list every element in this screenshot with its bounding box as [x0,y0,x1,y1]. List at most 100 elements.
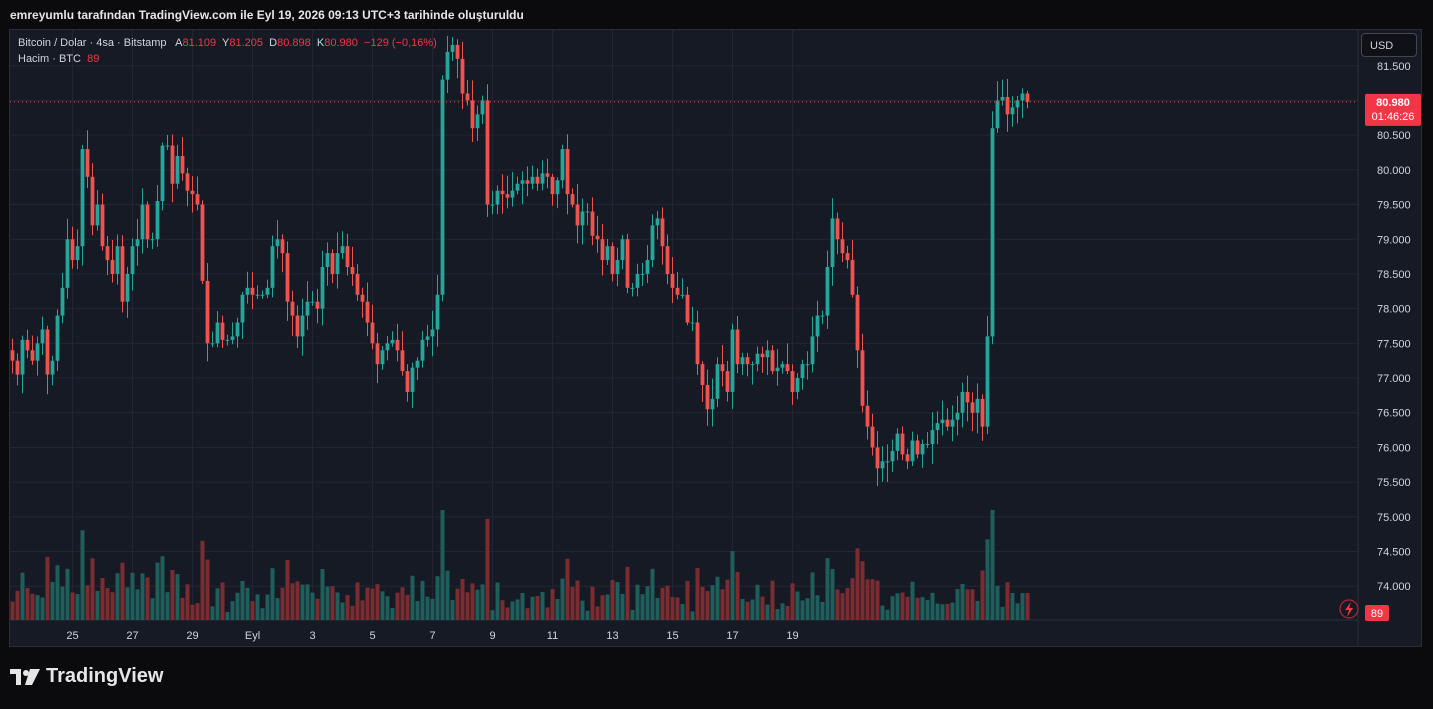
volume-bar [120,562,125,620]
volume-bar [560,578,565,620]
candle-body [380,350,385,365]
candle-body [720,364,725,372]
price-axis[interactable]: 81.50081.00080.50080.00079.50079.00078.5… [1377,61,1411,593]
volume-bar [190,604,195,620]
candle-body [485,100,490,205]
volume-bar [915,597,920,620]
volume-bar [290,583,295,620]
candlestick-chart[interactable]: 81.50081.00080.50080.00079.50079.00078.5… [10,30,1421,646]
volume-bar [145,577,150,620]
x-tick-label: 7 [429,630,435,642]
candle-body [510,190,515,198]
volume-bar [305,584,310,620]
snapshot-caption: emreyumlu tarafından TradingView.com ile… [10,8,524,22]
volume-bar [890,596,895,620]
volume-bar [830,568,835,620]
volume-bar [665,585,670,620]
volume-bar [920,597,925,620]
volume-bar [815,595,820,620]
y-tick-label: 74.000 [1377,581,1411,593]
symbol-name[interactable]: Bitcoin / Dolar · 4sa · Bitstamp [18,37,167,49]
time-axis[interactable]: 25 27 29 Eyl 3 5 7 9 11 13 15 17 19 [66,630,798,642]
y-tick-label: 76.500 [1377,408,1411,420]
candle-body [690,322,695,324]
currency-button[interactable]: USD [1361,33,1417,57]
volume-bar [685,580,690,620]
candle-body [290,301,295,316]
bar-countdown: 01:46:26 [1372,111,1415,123]
volume-bar [720,589,725,620]
candle-body [655,218,660,226]
volume-bar [960,583,965,620]
volume-bar [390,608,395,620]
candle-body [740,357,745,365]
candle-body [790,371,795,392]
volume-bar [925,599,930,620]
candle-body [355,273,360,295]
candle-body [325,253,330,268]
volume-bar [400,587,405,620]
volume-bar [565,558,570,620]
volume-bar [1000,606,1005,620]
volume-bar [695,568,700,620]
volume-bar [335,592,340,620]
candle-body [335,253,340,274]
lightning-icon[interactable] [1339,599,1359,619]
candle-body [175,155,180,184]
volume-bar [340,602,345,620]
y-tick-label: 81.500 [1377,61,1411,73]
candle-body [430,329,435,337]
candle-body [120,246,125,302]
volume-bar [935,603,940,620]
volume-bar [655,597,660,620]
candle-body [795,378,800,392]
candle-body [470,100,475,129]
candle-body [680,294,685,296]
candle-body [850,260,855,295]
volume-bar [625,566,630,620]
candle-body [215,322,220,344]
volume-bar [215,588,220,620]
volume-bar [310,592,315,620]
volume-bar [80,530,85,620]
volume-bar [540,592,545,620]
volume-bar [790,583,795,620]
candle-body [830,218,835,268]
candle-body [25,339,30,351]
last-price-value: 80.980 [1376,97,1410,109]
candle-body [875,447,880,469]
candle-body [515,183,520,191]
volume-bar [800,600,805,620]
candle-body [70,239,75,261]
volume-bar [385,596,390,620]
candle-body [125,273,130,302]
candle-body [675,287,680,295]
y-tick-label: 78.500 [1377,269,1411,281]
candle-body [560,149,565,181]
candle-body [945,419,950,427]
volume-bar [945,604,950,620]
last-price-tag: 80.980 01:46:26 [1365,93,1421,126]
chart-frame[interactable]: 81.50081.00080.50080.00079.50079.00078.5… [9,29,1422,647]
volume-bar [965,589,970,620]
candle-body [645,260,650,274]
candle-body [565,149,570,195]
candle-body [940,419,945,424]
candle-body [820,315,825,317]
volume-bar [715,576,720,620]
candle-body [475,114,480,129]
volume-bar [395,592,400,620]
x-tick-label: Eyl [245,630,260,642]
tradingview-logo[interactable]: TradingView [10,665,163,688]
candle-body [705,384,710,410]
volume-bar [495,582,500,620]
volume-bar [330,586,335,620]
y-tick-label: 75.500 [1377,477,1411,489]
volume-bar [175,574,180,620]
volume-bar [530,596,535,620]
candle-body [710,398,715,410]
volume-bar [985,539,990,620]
volume-bar [430,598,435,620]
candle-body [915,440,920,455]
candle-body [1000,96,1005,101]
